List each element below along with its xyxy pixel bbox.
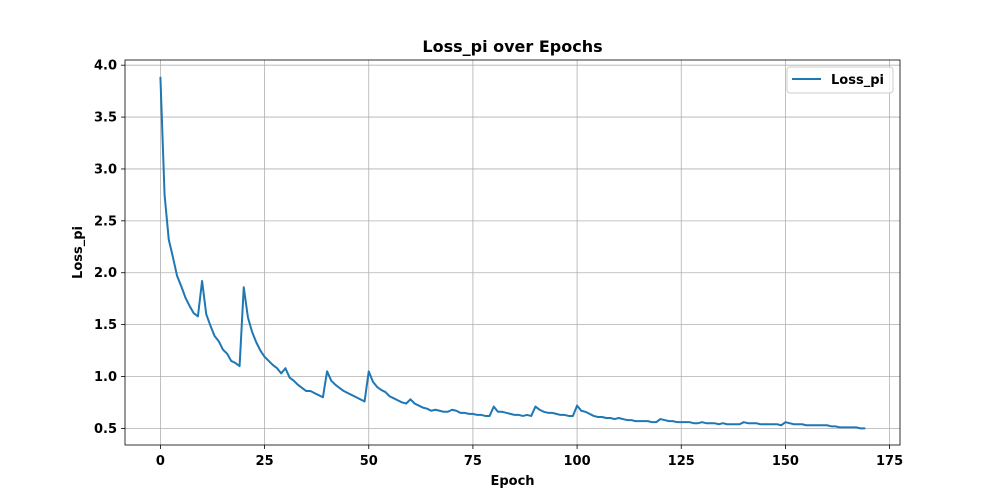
y-tick-label: 2.5 bbox=[94, 214, 117, 229]
legend-box bbox=[786, 66, 894, 94]
chart-title: Loss_pi over Epochs bbox=[422, 37, 602, 56]
x-tick-label: 25 bbox=[256, 454, 274, 469]
x-tick-label: 75 bbox=[464, 454, 482, 469]
series-line-loss-pi bbox=[159, 76, 866, 430]
y-tick-label: 3.5 bbox=[94, 111, 117, 126]
y-tick-label: 1.0 bbox=[94, 370, 117, 385]
grid-lines bbox=[125, 60, 900, 445]
y-tick-label: 4.0 bbox=[94, 59, 117, 74]
x-tick-label: 175 bbox=[876, 454, 903, 469]
x-tick-label: 0 bbox=[156, 454, 165, 469]
x-tick-label: 50 bbox=[360, 454, 378, 469]
x-axis-ticks: 0 25 50 75 100 125 150 175 bbox=[156, 445, 903, 469]
y-tick-label: 2.0 bbox=[94, 266, 117, 281]
y-tick-label: 1.5 bbox=[94, 318, 117, 333]
y-tick-label: 0.5 bbox=[94, 422, 117, 437]
series-layer bbox=[159, 76, 866, 430]
x-tick-label: 125 bbox=[668, 454, 695, 469]
y-axis-label: Loss_pi bbox=[71, 226, 86, 279]
x-tick-label: 100 bbox=[564, 454, 591, 469]
plot-frame bbox=[124, 59, 901, 446]
legend: Loss_pi bbox=[786, 66, 894, 94]
x-tick-label: 150 bbox=[772, 454, 799, 469]
x-axis-label: Epoch bbox=[490, 474, 534, 489]
y-axis-ticks: 0.5 1.0 1.5 2.0 2.5 3.0 3.5 4.0 bbox=[94, 59, 125, 437]
y-tick-label: 3.0 bbox=[94, 162, 117, 177]
legend-label: Loss_pi bbox=[831, 73, 884, 88]
